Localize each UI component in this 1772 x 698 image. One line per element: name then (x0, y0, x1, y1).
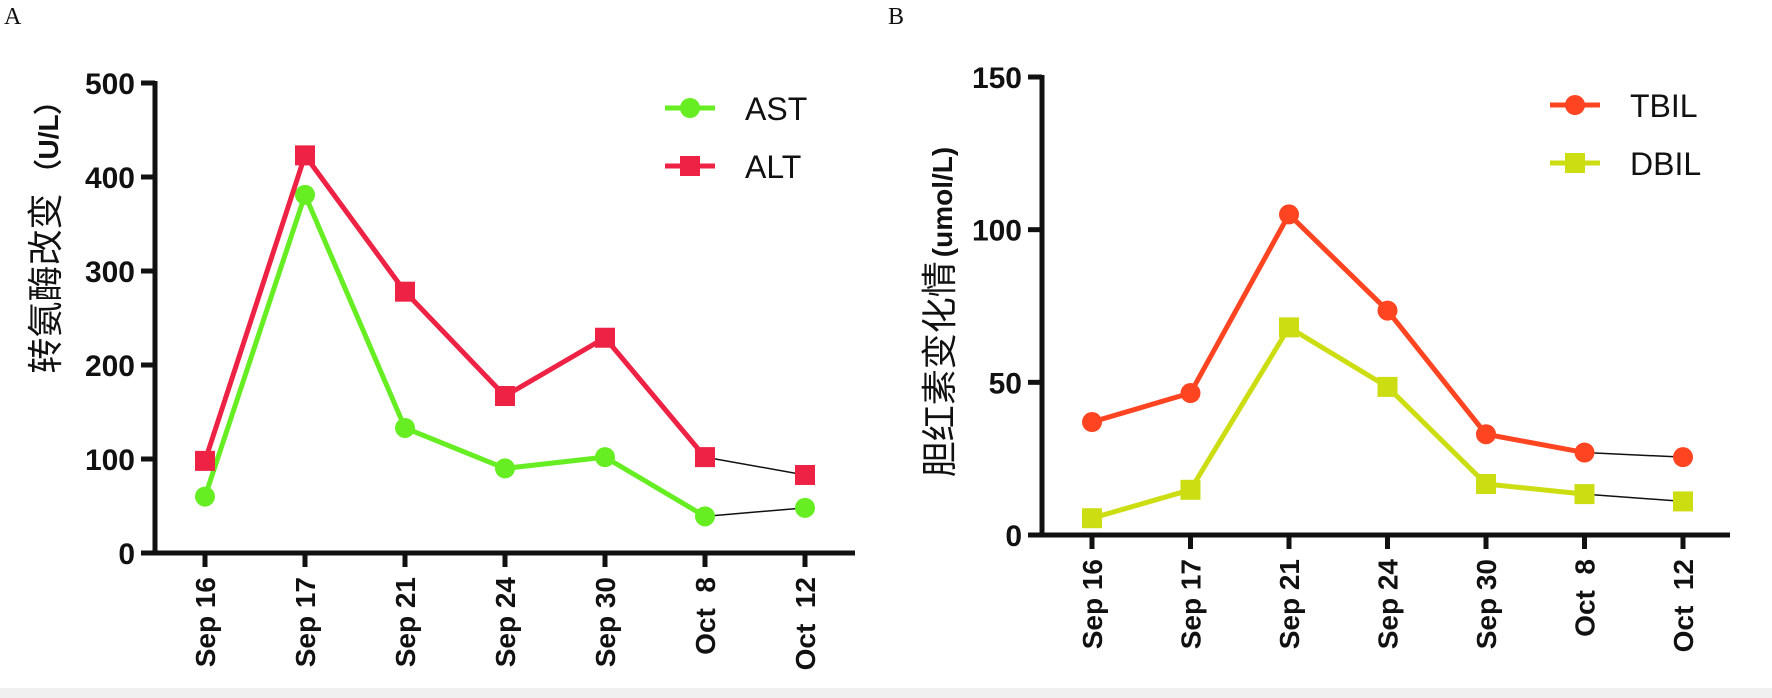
x-tick-label: Sep 30 (1471, 559, 1502, 649)
data-point-ast (595, 447, 615, 468)
data-point-dbil (1082, 508, 1102, 529)
data-point-alt (595, 327, 615, 348)
y-axis-label-b: 胆红素变化情 (umol/L) (920, 147, 961, 477)
legend-item-ast: AST (665, 91, 807, 127)
data-point-tbil (1180, 383, 1201, 404)
data-point-alt (195, 450, 215, 471)
y-tick-label: 400 (85, 162, 135, 195)
data-point-dbil (1476, 474, 1496, 495)
panel-label-b: B (888, 4, 904, 30)
data-point-ast (195, 486, 215, 507)
y-tick-label: 50 (989, 367, 1022, 400)
data-point-dbil (1279, 317, 1299, 338)
x-tick-label: Oct 12 (790, 577, 821, 670)
data-point-tbil (1279, 204, 1299, 225)
data-point-alt (695, 447, 715, 468)
y-axis-title-a: 转氨酶改变 (26, 194, 67, 374)
chart-panel-a: A 转氨酶改变 （U/L） 0 100 200 300 400 500 Sep 16 Sep 1… (4, 4, 855, 670)
data-point-dbil (1377, 376, 1398, 397)
y-tick-label: 300 (85, 256, 135, 289)
y-tick-label: 0 (1005, 520, 1022, 553)
y-tick-label: 150 (972, 62, 1022, 95)
series-line-dbil (1091, 324, 1585, 521)
axes-a: 0 100 200 300 400 500 Sep 16 Sep 17 Sep 21 Sep 24… (85, 68, 855, 670)
data-point-dbil (1180, 479, 1201, 500)
panel-label-a: A (4, 4, 22, 30)
legend-label: AST (745, 91, 807, 127)
data-point-alt (395, 281, 415, 302)
x-tick-label: Sep 17 (290, 577, 321, 667)
legend-item-tbil: TBIL (1550, 88, 1698, 124)
connector-line (1584, 493, 1684, 503)
data-point-ast (795, 497, 815, 518)
bottom-border (0, 688, 1772, 698)
series-dbil (1082, 317, 1693, 529)
data-point-tbil (1377, 300, 1398, 321)
x-tick-label: Sep 30 (590, 577, 621, 667)
legend-item-alt: ALT (665, 149, 801, 185)
legend-label: DBIL (1630, 146, 1701, 182)
series-line-ast (202, 192, 707, 519)
data-point-ast (695, 506, 715, 527)
connector-line (704, 507, 806, 518)
svg-text:转氨酶改变（U/L）: 转氨酶改变 （U/L） (26, 86, 67, 373)
series-alt (195, 145, 815, 485)
data-point-dbil (1673, 491, 1693, 512)
legend-marker-circle-icon (1565, 95, 1585, 115)
x-tick-label: Sep 21 (390, 577, 421, 667)
x-tick-label: Oct 8 (1570, 559, 1601, 637)
series-line-tbil (1091, 211, 1585, 456)
legend-item-dbil: DBIL (1550, 146, 1701, 182)
data-point-tbil (1476, 424, 1496, 445)
data-point-ast (295, 184, 315, 205)
connector-line (1584, 451, 1684, 458)
series-a (195, 145, 815, 527)
series-b (1082, 204, 1693, 529)
y-tick-label: 200 (85, 350, 135, 383)
legend-marker-circle-icon (680, 98, 700, 118)
series-line-alt (202, 152, 707, 462)
legend-marker-square-icon (680, 156, 700, 176)
data-point-alt (295, 145, 315, 166)
legend-b: TBIL DBIL (1550, 88, 1701, 182)
series-ast (195, 184, 815, 527)
chart-panel-b: B 胆红素变化情 (umol/L) 0 50 100 150 Sep 16 Sep 17 Se… (888, 4, 1730, 652)
data-point-ast (495, 458, 515, 479)
data-point-dbil (1574, 484, 1595, 505)
legend-a: AST ALT (665, 91, 807, 185)
y-axis-label-a: 转氨酶改变 （U/L） (26, 86, 67, 373)
y-tick-label: 100 (85, 444, 135, 477)
x-tick-label: Sep 21 (1274, 559, 1305, 649)
data-point-tbil (1673, 447, 1693, 468)
data-point-tbil (1082, 412, 1102, 433)
x-tick-label: Sep 24 (490, 577, 521, 668)
x-tick-label: Sep 16 (190, 577, 221, 667)
y-axis-title-b: 胆红素变化情 (920, 261, 961, 477)
y-axis-unit-a: （U/L） (32, 86, 64, 187)
x-tick-label: Sep 16 (1077, 559, 1108, 649)
svg-text:胆红素变化情(umol/L): 胆红素变化情 (umol/L) (920, 147, 961, 477)
legend-marker-square-icon (1565, 153, 1585, 173)
y-axis-unit-b: (umol/L) (927, 147, 958, 257)
y-tick-label: 500 (85, 68, 135, 101)
x-tick-label: Sep 24 (1373, 559, 1404, 650)
y-tick-label: 0 (118, 538, 135, 571)
y-tick-label: 100 (972, 215, 1022, 248)
x-tick-label: Oct 12 (1668, 559, 1699, 652)
axes-b: 0 50 100 150 Sep 16 Sep 17 Sep 21 Sep 24 Sep 30 O… (972, 62, 1730, 652)
x-tick-label: Sep 17 (1176, 559, 1207, 649)
data-point-tbil (1574, 442, 1595, 463)
data-point-alt (495, 386, 515, 407)
series-tbil (1082, 204, 1693, 468)
data-point-ast (395, 417, 415, 438)
x-tick-label: Oct 8 (690, 577, 721, 655)
legend-label: TBIL (1630, 88, 1698, 124)
connector-line (704, 456, 806, 476)
legend-label: ALT (745, 149, 801, 185)
data-point-alt (795, 464, 815, 485)
